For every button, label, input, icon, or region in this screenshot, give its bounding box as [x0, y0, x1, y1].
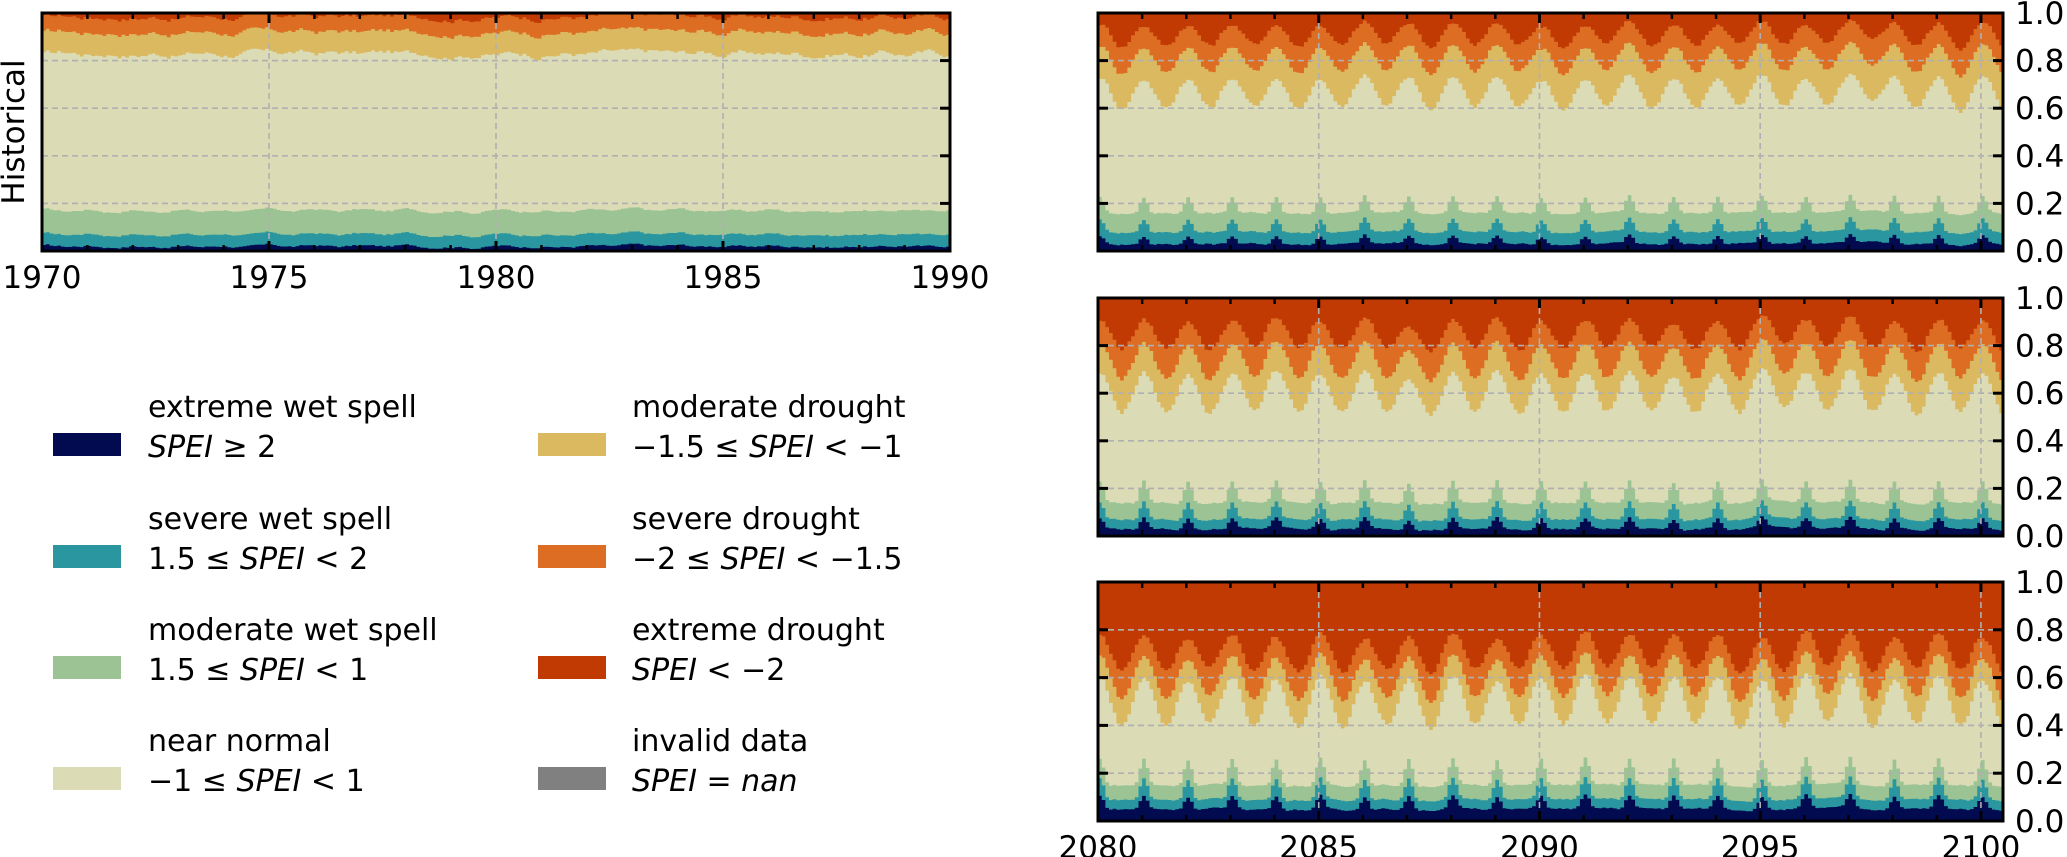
axes-frame	[1096, 580, 2005, 823]
y-tick-label: 1.0	[2015, 565, 2064, 601]
y-tick-label: 0.4	[2015, 708, 2064, 744]
y-tick-label: 0.0	[2015, 234, 2064, 270]
legend-title: severe drought	[632, 502, 860, 537]
legend-rule: −1.5 ≤ SPEI < −1	[632, 430, 902, 465]
legend-swatch	[538, 767, 606, 790]
x-tick-label: 1970	[3, 260, 82, 296]
legend-title: extreme drought	[632, 613, 885, 648]
grid	[1098, 13, 2003, 251]
legend-item-moderate-wet: moderate wet spell 1.5 ≤ SPEI < 1	[53, 613, 438, 688]
y-tick-label: 0.2	[2015, 756, 2064, 792]
panel-scenario-2: 0.0 0.2 0.4 0.6 0.8 1.0	[1096, 281, 2064, 555]
legend-swatch	[538, 433, 606, 456]
legend-item-extreme-wet: extreme wet spell SPEI ≥ 2	[53, 390, 417, 465]
legend: extreme wet spell SPEI ≥ 2 severe wet spel…	[53, 390, 906, 799]
x-tick-label: 2095	[1721, 830, 1800, 857]
axes-frame	[1096, 296, 2005, 538]
x-tick-label: 2100	[1941, 830, 2020, 857]
legend-title: extreme wet spell	[148, 390, 417, 425]
x-tick-label: 1980	[457, 260, 536, 296]
legend-rule: SPEI ≥ 2	[148, 430, 276, 465]
legend-swatch	[53, 656, 121, 679]
legend-title: invalid data	[632, 724, 808, 759]
legend-swatch	[53, 767, 121, 790]
legend-swatch	[538, 656, 606, 679]
legend-rule: SPEI = nan	[632, 764, 798, 799]
y-tick-label: 0.4	[2015, 424, 2064, 460]
panel-scenario-3: 0.0 0.2 0.4 0.6 0.8 1.0 2080 2085 2090 2095 2100	[1059, 565, 2065, 857]
legend-item-near-normal: near normal −1 ≤ SPEI < 1	[53, 724, 365, 799]
y-tick-label: 0.6	[2015, 661, 2064, 697]
y-tick-label: 1.0	[2015, 0, 2064, 32]
y-tick-label: 0.6	[2015, 376, 2064, 412]
grid	[1098, 582, 2003, 821]
y-tick-label: 0.6	[2015, 91, 2064, 127]
legend-item-moderate-drought: moderate drought −1.5 ≤ SPEI < −1	[538, 390, 906, 465]
area-extreme-wet	[1098, 234, 2003, 251]
y-tick-label: 0.0	[2015, 804, 2064, 840]
x-tick-label: 2085	[1279, 830, 1358, 857]
legend-rule: −2 ≤ SPEI < −1.5	[632, 542, 902, 577]
area-near-normal	[42, 48, 950, 251]
x-tick-label: 2080	[1059, 830, 1138, 857]
x-tick-label: 2090	[1500, 830, 1579, 857]
y-tick-label: 0.0	[2015, 519, 2064, 555]
legend-item-severe-drought: severe drought −2 ≤ SPEI < −1.5	[538, 502, 902, 577]
x-tick-label: 1975	[230, 260, 309, 296]
panel-scenario-1: 0.0 0.2 0.4 0.6 0.8 1.0	[1096, 0, 2064, 270]
y-tick-label: 0.8	[2015, 44, 2064, 80]
legend-title: severe wet spell	[148, 502, 392, 537]
y-tick-label: 0.4	[2015, 139, 2064, 175]
legend-swatch	[53, 545, 121, 568]
x-tick-label: 1985	[684, 260, 763, 296]
y-tick-label: 0.8	[2015, 329, 2064, 365]
y-tick-label: 0.2	[2015, 471, 2064, 507]
panel-historical: Historical 1970 1975 1980 1985 1990	[0, 11, 990, 296]
legend-item-invalid: invalid data SPEI = nan	[538, 724, 808, 799]
grid	[42, 13, 950, 251]
legend-item-extreme-drought: extreme drought SPEI < −2	[538, 613, 885, 688]
legend-title: near normal	[148, 724, 331, 759]
grid	[1098, 298, 2003, 536]
legend-item-severe-wet: severe wet spell 1.5 ≤ SPEI < 2	[53, 502, 392, 577]
legend-rule: −1 ≤ SPEI < 1	[148, 764, 365, 799]
legend-swatch	[538, 545, 606, 568]
legend-title: moderate wet spell	[148, 613, 438, 648]
axes-frame	[1096, 11, 2005, 253]
y-tick-label: 0.8	[2015, 613, 2064, 649]
area-extreme-wet	[1098, 794, 2003, 821]
y-tick-label: 1.0	[2015, 281, 2064, 317]
legend-swatch	[53, 433, 121, 456]
x-tick-label: 1990	[911, 260, 990, 296]
legend-rule: SPEI < −2	[632, 653, 785, 688]
legend-title: moderate drought	[632, 390, 906, 425]
legend-rule: 1.5 ≤ SPEI < 1	[148, 653, 368, 688]
area-extreme-wet	[1098, 516, 2003, 536]
legend-rule: 1.5 ≤ SPEI < 2	[148, 542, 368, 577]
y-axis-label: Historical	[0, 59, 32, 204]
y-tick-label: 0.2	[2015, 186, 2064, 222]
